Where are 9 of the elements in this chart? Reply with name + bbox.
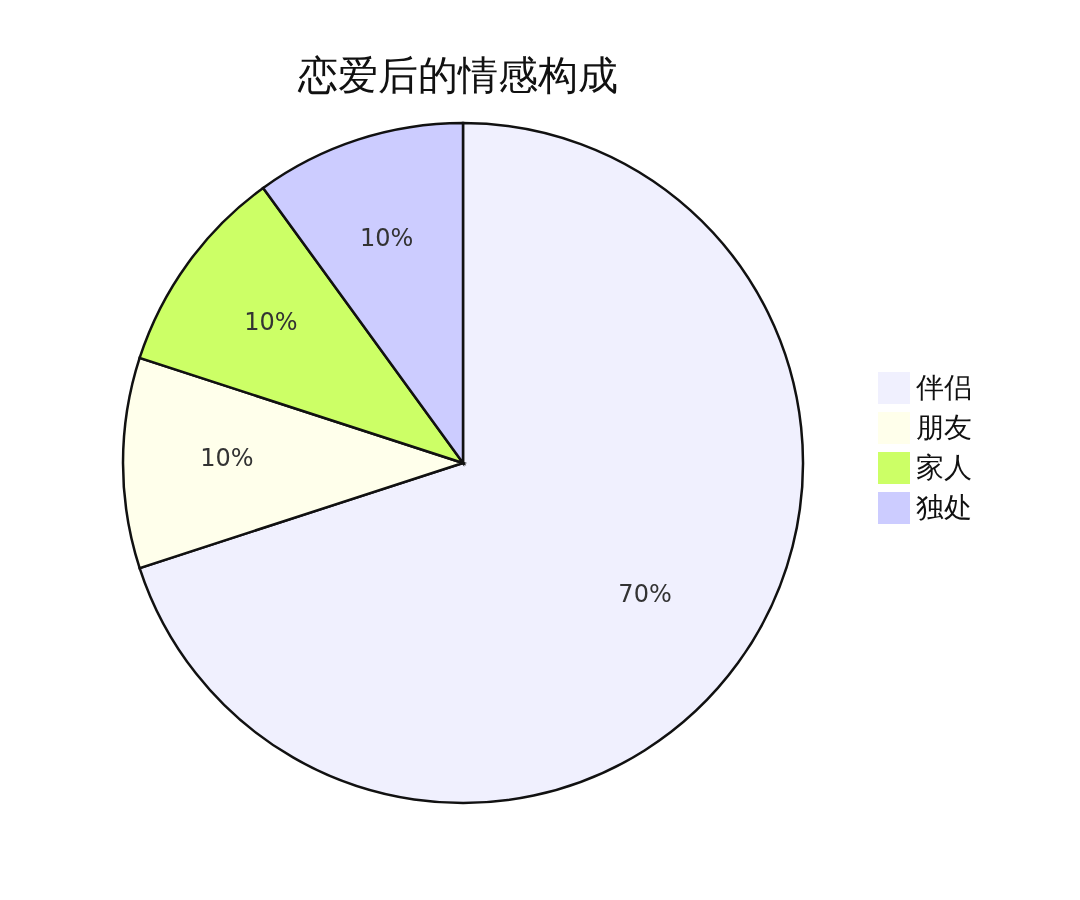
legend-label: 朋友: [916, 410, 972, 446]
data-label: 10%: [359, 224, 414, 253]
data-label: 70%: [618, 579, 672, 608]
data-label: 10%: [200, 444, 254, 472]
data-label: 10%: [244, 308, 298, 337]
chart-title: 恋爱后的情感构成: [297, 51, 619, 100]
legend-label: 独处: [916, 490, 972, 526]
legend-label: 家人: [916, 450, 972, 486]
slice-label: 伴侣: [916, 370, 972, 406]
